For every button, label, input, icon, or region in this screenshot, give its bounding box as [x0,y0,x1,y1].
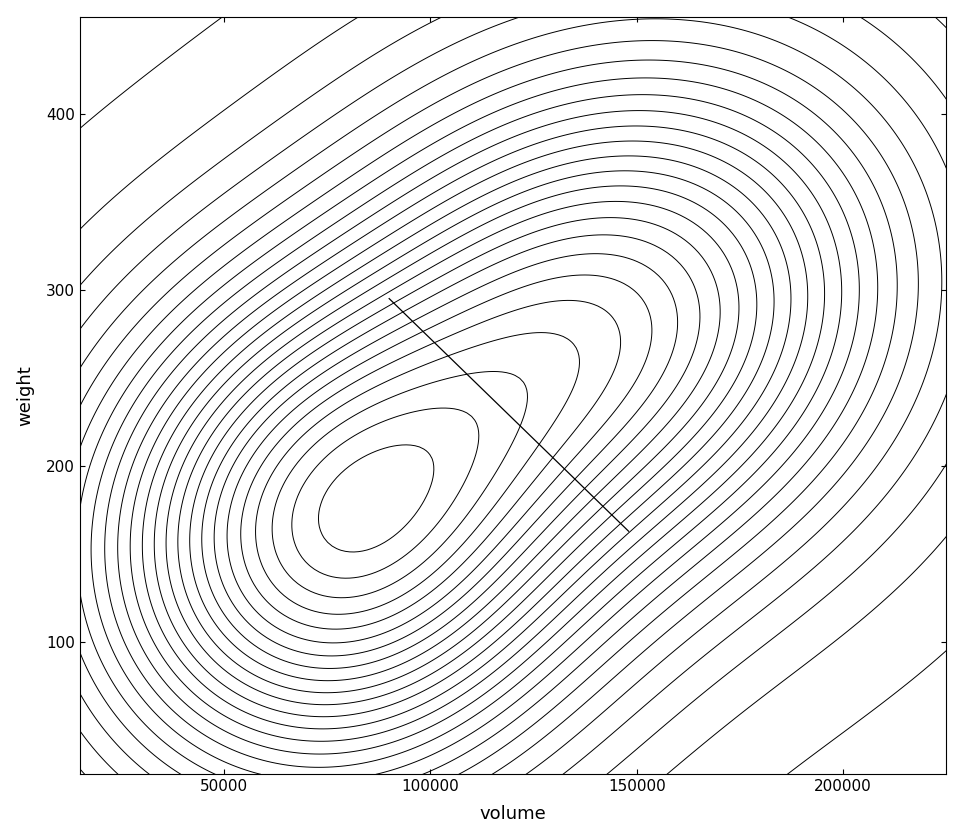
Y-axis label: weight: weight [16,365,35,426]
X-axis label: volume: volume [480,806,546,823]
